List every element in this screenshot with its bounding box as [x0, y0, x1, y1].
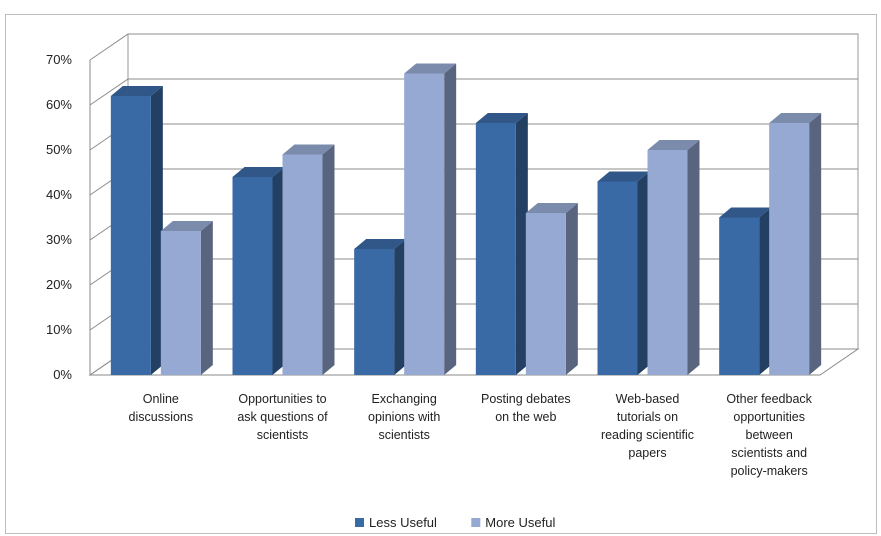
legend-label: Less Useful	[369, 515, 437, 530]
bar	[354, 239, 407, 375]
y-tick-label: 0%	[53, 367, 72, 382]
bar	[719, 207, 772, 375]
y-tick-label: 60%	[46, 97, 72, 112]
bar-top	[160, 221, 213, 231]
category-label: Other feedback opportunities between scient…	[726, 392, 812, 478]
bar-side	[515, 113, 528, 375]
legend-item: More Useful	[471, 515, 555, 530]
bar-front	[475, 123, 516, 375]
gridline	[89, 78, 858, 106]
bar-side	[444, 63, 457, 375]
bar	[110, 86, 163, 375]
bar-top	[597, 171, 650, 182]
bar	[404, 63, 457, 375]
bar-front	[597, 181, 638, 375]
bar-front	[282, 154, 323, 375]
bar-side	[272, 167, 285, 375]
legend-item: Less Useful	[355, 515, 437, 530]
bar-top	[282, 144, 335, 155]
category-label: Posting debates on the web	[481, 392, 571, 424]
bar	[282, 144, 335, 375]
bar-top	[525, 203, 578, 213]
bar	[232, 167, 285, 375]
y-tick-label: 10%	[46, 322, 72, 337]
bar	[160, 221, 213, 375]
bar-side	[687, 140, 700, 375]
y-tick-label: 40%	[46, 187, 72, 202]
bar-front	[404, 73, 445, 375]
bar-front	[719, 217, 760, 375]
bar	[597, 171, 650, 375]
category-labels: Online discussions Opportunities to ask que…	[129, 392, 813, 478]
bar-front	[769, 123, 810, 375]
bar-front	[525, 213, 566, 375]
bar-side	[322, 144, 335, 375]
category-label: Web-based tutorials on reading scientific p…	[601, 392, 694, 460]
bar-top	[475, 113, 528, 123]
y-tick-label: 30%	[46, 232, 72, 247]
bar-side	[150, 86, 163, 375]
y-tick-label: 70%	[46, 52, 72, 67]
bar-side	[809, 113, 822, 375]
gridline	[89, 123, 858, 151]
bar	[525, 203, 578, 375]
category-label: Opportunities to ask questions of scientis…	[237, 392, 328, 442]
bar-side	[200, 221, 213, 375]
bar	[769, 113, 822, 375]
bar	[647, 140, 700, 375]
bar-side	[759, 207, 772, 375]
bar-top	[719, 207, 772, 218]
y-tick-label: 50%	[46, 142, 72, 157]
bar-front	[232, 177, 273, 375]
bar-side	[394, 239, 407, 375]
bar-top	[232, 167, 285, 177]
gridline	[89, 33, 858, 61]
bar-front	[354, 249, 395, 375]
legend-swatch	[355, 518, 364, 527]
bar-top	[354, 239, 407, 249]
bar-front	[110, 96, 151, 375]
bar-side	[565, 203, 578, 375]
bar	[475, 113, 528, 375]
bar-front	[160, 231, 201, 375]
gridline	[89, 168, 858, 196]
category-label: Online discussions	[129, 392, 194, 424]
y-axis-ticks: 0% 10% 20% 30% 40% 50% 60% 70%	[46, 52, 72, 382]
y-tick-label: 20%	[46, 277, 72, 292]
bars	[110, 63, 822, 375]
bar-top	[404, 63, 457, 74]
bar-side	[637, 171, 650, 375]
legend-label: More Useful	[485, 515, 555, 530]
legend: Less Useful More Useful	[355, 515, 555, 530]
bar-top	[647, 140, 700, 150]
bar-top	[110, 86, 163, 96]
legend-swatch	[471, 518, 481, 527]
bar-front	[647, 150, 688, 375]
bar-top	[769, 113, 822, 123]
category-label: Exchanging opinions with scientists	[368, 392, 440, 442]
